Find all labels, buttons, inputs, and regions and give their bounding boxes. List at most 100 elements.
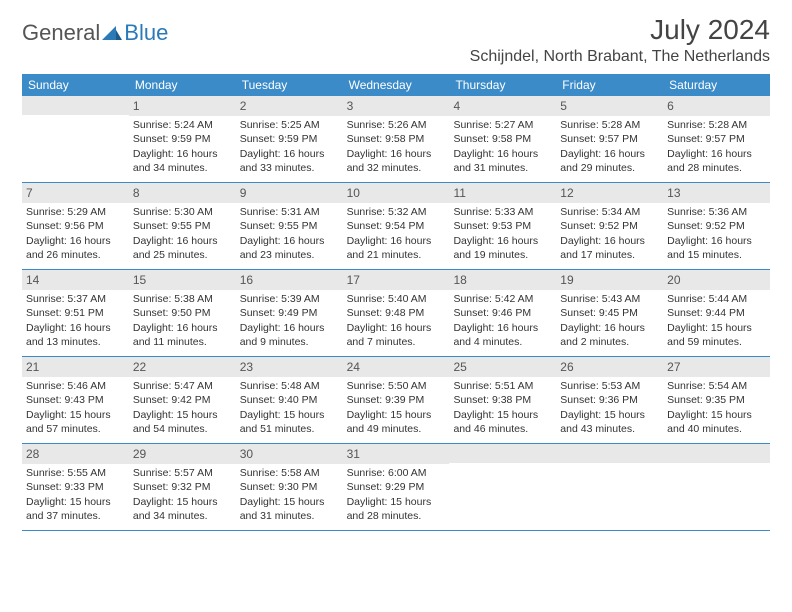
daylight-text: Daylight: 16 hours and 17 minutes. [560, 234, 659, 262]
day-cell: 12Sunrise: 5:34 AMSunset: 9:52 PMDayligh… [556, 183, 663, 269]
sunset-text: Sunset: 9:43 PM [26, 393, 125, 407]
sunrise-text: Sunrise: 5:25 AM [240, 118, 339, 132]
sunset-text: Sunset: 9:45 PM [560, 306, 659, 320]
sunrise-text: Sunrise: 5:33 AM [453, 205, 552, 219]
day-number: 9 [236, 183, 343, 203]
day-cell: 27Sunrise: 5:54 AMSunset: 9:35 PMDayligh… [663, 357, 770, 443]
day-details: Sunrise: 5:24 AMSunset: 9:59 PMDaylight:… [129, 116, 236, 179]
sunset-text: Sunset: 9:30 PM [240, 480, 339, 494]
day-header-sunday: Sunday [22, 74, 129, 96]
sunrise-text: Sunrise: 5:44 AM [667, 292, 766, 306]
day-details: Sunrise: 5:29 AMSunset: 9:56 PMDaylight:… [22, 203, 129, 266]
sunrise-text: Sunrise: 5:54 AM [667, 379, 766, 393]
daylight-text: Daylight: 15 hours and 37 minutes. [26, 495, 125, 523]
sunset-text: Sunset: 9:50 PM [133, 306, 232, 320]
day-header-thursday: Thursday [449, 74, 556, 96]
sunrise-text: Sunrise: 5:40 AM [347, 292, 446, 306]
day-number: 22 [129, 357, 236, 377]
day-details: Sunrise: 5:33 AMSunset: 9:53 PMDaylight:… [449, 203, 556, 266]
daylight-text: Daylight: 16 hours and 9 minutes. [240, 321, 339, 349]
sunrise-text: Sunrise: 5:28 AM [667, 118, 766, 132]
week-row: 1Sunrise: 5:24 AMSunset: 9:59 PMDaylight… [22, 96, 770, 183]
daylight-text: Daylight: 15 hours and 51 minutes. [240, 408, 339, 436]
sunset-text: Sunset: 9:46 PM [453, 306, 552, 320]
day-cell: 5Sunrise: 5:28 AMSunset: 9:57 PMDaylight… [556, 96, 663, 182]
sunrise-text: Sunrise: 5:32 AM [347, 205, 446, 219]
day-cell: 20Sunrise: 5:44 AMSunset: 9:44 PMDayligh… [663, 270, 770, 356]
daylight-text: Daylight: 16 hours and 29 minutes. [560, 147, 659, 175]
day-cell: 26Sunrise: 5:53 AMSunset: 9:36 PMDayligh… [556, 357, 663, 443]
sunset-text: Sunset: 9:42 PM [133, 393, 232, 407]
day-details: Sunrise: 5:42 AMSunset: 9:46 PMDaylight:… [449, 290, 556, 353]
day-cell: 15Sunrise: 5:38 AMSunset: 9:50 PMDayligh… [129, 270, 236, 356]
sunrise-text: Sunrise: 5:26 AM [347, 118, 446, 132]
day-number: 2 [236, 96, 343, 116]
sunset-text: Sunset: 9:57 PM [560, 132, 659, 146]
daylight-text: Daylight: 16 hours and 26 minutes. [26, 234, 125, 262]
sunrise-text: Sunrise: 5:34 AM [560, 205, 659, 219]
sunset-text: Sunset: 9:32 PM [133, 480, 232, 494]
day-header-friday: Friday [556, 74, 663, 96]
day-number: 1 [129, 96, 236, 116]
sunset-text: Sunset: 9:48 PM [347, 306, 446, 320]
sunset-text: Sunset: 9:33 PM [26, 480, 125, 494]
day-details: Sunrise: 5:57 AMSunset: 9:32 PMDaylight:… [129, 464, 236, 527]
day-number: 4 [449, 96, 556, 116]
day-cell: 10Sunrise: 5:32 AMSunset: 9:54 PMDayligh… [343, 183, 450, 269]
day-cell: 28Sunrise: 5:55 AMSunset: 9:33 PMDayligh… [22, 444, 129, 530]
day-number: 21 [22, 357, 129, 377]
day-number: 20 [663, 270, 770, 290]
week-row: 21Sunrise: 5:46 AMSunset: 9:43 PMDayligh… [22, 357, 770, 444]
sunset-text: Sunset: 9:55 PM [240, 219, 339, 233]
day-number: 24 [343, 357, 450, 377]
day-cell: 11Sunrise: 5:33 AMSunset: 9:53 PMDayligh… [449, 183, 556, 269]
day-cell [449, 444, 556, 530]
sunset-text: Sunset: 9:57 PM [667, 132, 766, 146]
day-number: 13 [663, 183, 770, 203]
sunset-text: Sunset: 9:35 PM [667, 393, 766, 407]
day-cell [22, 96, 129, 182]
day-header-monday: Monday [129, 74, 236, 96]
daylight-text: Daylight: 15 hours and 28 minutes. [347, 495, 446, 523]
day-number: 18 [449, 270, 556, 290]
day-details: Sunrise: 5:47 AMSunset: 9:42 PMDaylight:… [129, 377, 236, 440]
day-details: Sunrise: 5:30 AMSunset: 9:55 PMDaylight:… [129, 203, 236, 266]
logo: General Blue [22, 14, 168, 46]
sunrise-text: Sunrise: 5:51 AM [453, 379, 552, 393]
daylight-text: Daylight: 16 hours and 33 minutes. [240, 147, 339, 175]
sunset-text: Sunset: 9:54 PM [347, 219, 446, 233]
sunrise-text: Sunrise: 5:28 AM [560, 118, 659, 132]
daylight-text: Daylight: 16 hours and 28 minutes. [667, 147, 766, 175]
day-cell: 16Sunrise: 5:39 AMSunset: 9:49 PMDayligh… [236, 270, 343, 356]
sunrise-text: Sunrise: 5:57 AM [133, 466, 232, 480]
sunrise-text: Sunrise: 5:53 AM [560, 379, 659, 393]
daylight-text: Daylight: 16 hours and 34 minutes. [133, 147, 232, 175]
day-cell: 30Sunrise: 5:58 AMSunset: 9:30 PMDayligh… [236, 444, 343, 530]
day-details: Sunrise: 6:00 AMSunset: 9:29 PMDaylight:… [343, 464, 450, 527]
sunset-text: Sunset: 9:58 PM [453, 132, 552, 146]
day-details: Sunrise: 5:50 AMSunset: 9:39 PMDaylight:… [343, 377, 450, 440]
day-header-tuesday: Tuesday [236, 74, 343, 96]
day-number: 23 [236, 357, 343, 377]
day-details: Sunrise: 5:55 AMSunset: 9:33 PMDaylight:… [22, 464, 129, 527]
day-cell: 31Sunrise: 6:00 AMSunset: 9:29 PMDayligh… [343, 444, 450, 530]
day-cell: 13Sunrise: 5:36 AMSunset: 9:52 PMDayligh… [663, 183, 770, 269]
day-cell: 3Sunrise: 5:26 AMSunset: 9:58 PMDaylight… [343, 96, 450, 182]
sunset-text: Sunset: 9:59 PM [133, 132, 232, 146]
day-number [556, 444, 663, 463]
weeks-container: 1Sunrise: 5:24 AMSunset: 9:59 PMDaylight… [22, 96, 770, 531]
day-details: Sunrise: 5:36 AMSunset: 9:52 PMDaylight:… [663, 203, 770, 266]
daylight-text: Daylight: 16 hours and 19 minutes. [453, 234, 552, 262]
day-details: Sunrise: 5:44 AMSunset: 9:44 PMDaylight:… [663, 290, 770, 353]
day-cell: 21Sunrise: 5:46 AMSunset: 9:43 PMDayligh… [22, 357, 129, 443]
sunrise-text: Sunrise: 6:00 AM [347, 466, 446, 480]
sunrise-text: Sunrise: 5:38 AM [133, 292, 232, 306]
day-details: Sunrise: 5:46 AMSunset: 9:43 PMDaylight:… [22, 377, 129, 440]
day-details: Sunrise: 5:43 AMSunset: 9:45 PMDaylight:… [556, 290, 663, 353]
logo-text-general: General [22, 20, 100, 46]
day-number: 12 [556, 183, 663, 203]
day-number: 31 [343, 444, 450, 464]
sunrise-text: Sunrise: 5:48 AM [240, 379, 339, 393]
sunrise-text: Sunrise: 5:47 AM [133, 379, 232, 393]
day-details: Sunrise: 5:28 AMSunset: 9:57 PMDaylight:… [663, 116, 770, 179]
